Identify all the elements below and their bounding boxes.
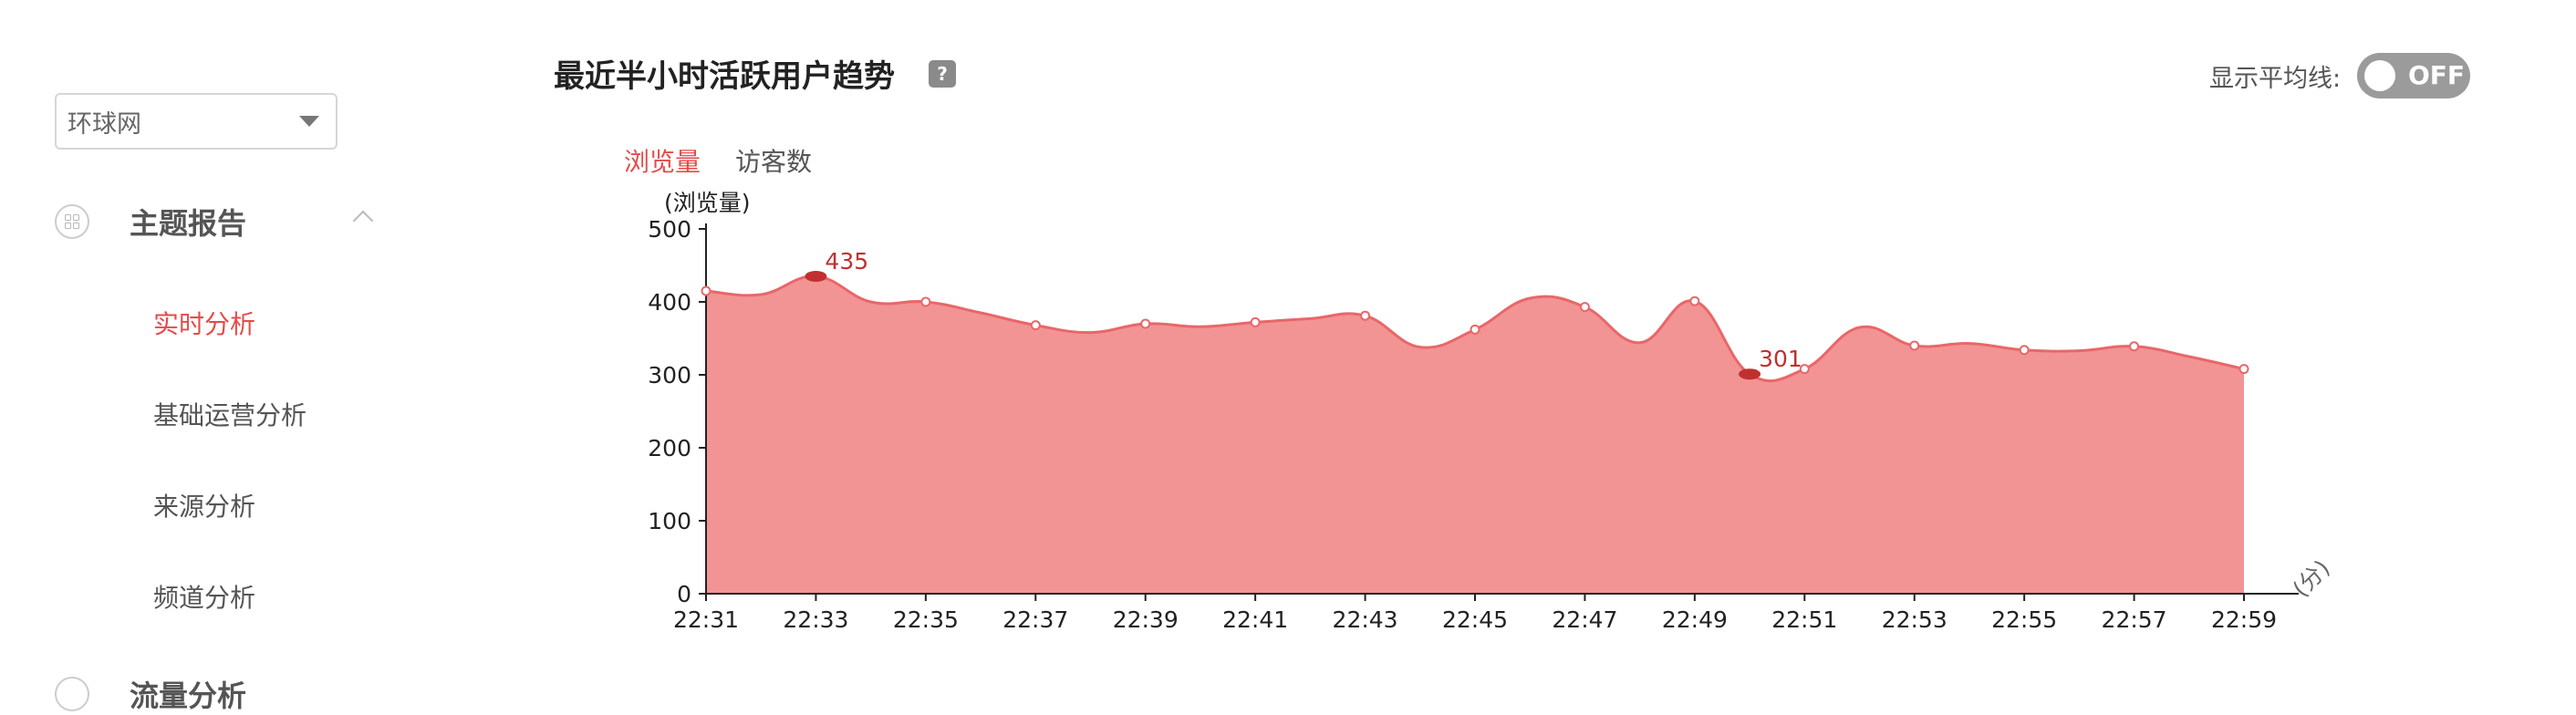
x-tick-label: 22:31 bbox=[673, 606, 739, 633]
data-point bbox=[1360, 310, 1371, 321]
toggle-state: OFF bbox=[2408, 60, 2466, 90]
data-point bbox=[1470, 324, 1480, 335]
x-tick-label: 22:59 bbox=[2211, 606, 2277, 633]
x-tick-label: 22:47 bbox=[1552, 606, 1617, 633]
data-point bbox=[1030, 320, 1041, 331]
area-series bbox=[706, 275, 2244, 594]
annotation-label: 301 bbox=[1759, 346, 1802, 372]
x-tick-label: 22:55 bbox=[1991, 606, 2057, 633]
tab-pageviews[interactable]: 浏览量 bbox=[624, 147, 701, 177]
y-tick-label: 0 bbox=[677, 581, 691, 607]
x-tick-label: 22:33 bbox=[783, 606, 848, 633]
y-tick-label: 100 bbox=[648, 508, 691, 534]
annotation-marker bbox=[805, 271, 827, 282]
y-tick-label: 500 bbox=[648, 216, 691, 243]
trend-chart: 0 100 200 300 400 500(浏览量) 22:31 22:33 22:35 22:3… bbox=[648, 190, 2335, 633]
x-tick-label: 22:49 bbox=[1662, 606, 1728, 633]
data-point bbox=[2238, 364, 2249, 375]
x-tick-label: 22:41 bbox=[1222, 606, 1288, 633]
x-tick-label: 22:51 bbox=[1771, 606, 1837, 633]
data-point bbox=[1250, 316, 1261, 327]
x-tick-label: 22:35 bbox=[893, 606, 959, 633]
x-tick-label: 22:37 bbox=[1002, 606, 1068, 633]
data-point bbox=[920, 296, 931, 307]
x-tick-label: 22:53 bbox=[1882, 606, 1948, 633]
site-select[interactable]: 环球网 bbox=[55, 93, 338, 150]
x-tick-label: 22:39 bbox=[1113, 606, 1179, 633]
annotation-label: 435 bbox=[825, 248, 868, 275]
sidebar-group-label: 主题报告 bbox=[130, 206, 247, 241]
annotation-marker bbox=[1739, 368, 1761, 380]
data-point bbox=[2129, 341, 2140, 352]
sidebar-item-basic-ops[interactable]: 基础运营分析 bbox=[153, 400, 307, 430]
sidebar-group-topic-report[interactable]: 主题报告 bbox=[55, 199, 383, 244]
toggle-knob bbox=[2364, 60, 2395, 91]
help-icon[interactable]: ? bbox=[929, 60, 956, 88]
y-tick-label: 200 bbox=[648, 435, 691, 461]
grid-icon bbox=[55, 204, 89, 239]
data-point bbox=[1579, 302, 1590, 313]
sidebar-item-realtime[interactable]: 实时分析 bbox=[153, 309, 256, 339]
page-title: 最近半小时活跃用户趋势 bbox=[554, 58, 895, 95]
average-line-toggle[interactable]: OFF bbox=[2357, 53, 2470, 98]
x-tick-label: 22:57 bbox=[2102, 606, 2167, 633]
sidebar-item-source[interactable]: 来源分析 bbox=[153, 492, 256, 522]
data-point bbox=[1140, 318, 1151, 329]
y-tick-label: 400 bbox=[648, 289, 691, 316]
data-point bbox=[1799, 364, 1810, 375]
x-tick-label: 22:43 bbox=[1333, 606, 1398, 633]
tab-visitors[interactable]: 访客数 bbox=[735, 147, 813, 177]
x-axis-unit-label: (分) bbox=[2288, 554, 2335, 602]
average-line-label: 显示平均线: bbox=[2209, 65, 2342, 93]
data-point bbox=[1909, 340, 1920, 351]
line-series bbox=[705, 275, 2245, 383]
x-tick-label: 22:45 bbox=[1442, 606, 1508, 633]
data-point bbox=[2019, 345, 2030, 356]
data-point bbox=[1689, 295, 1700, 306]
y-tick-label: 300 bbox=[648, 362, 691, 389]
y-axis-label: (浏览量) bbox=[664, 190, 751, 216]
site-select-value: 环球网 bbox=[68, 109, 141, 139]
data-point bbox=[701, 285, 712, 296]
chevron-down-icon[interactable] bbox=[299, 116, 319, 127]
sidebar-item-channel[interactable]: 频道分析 bbox=[153, 583, 256, 613]
